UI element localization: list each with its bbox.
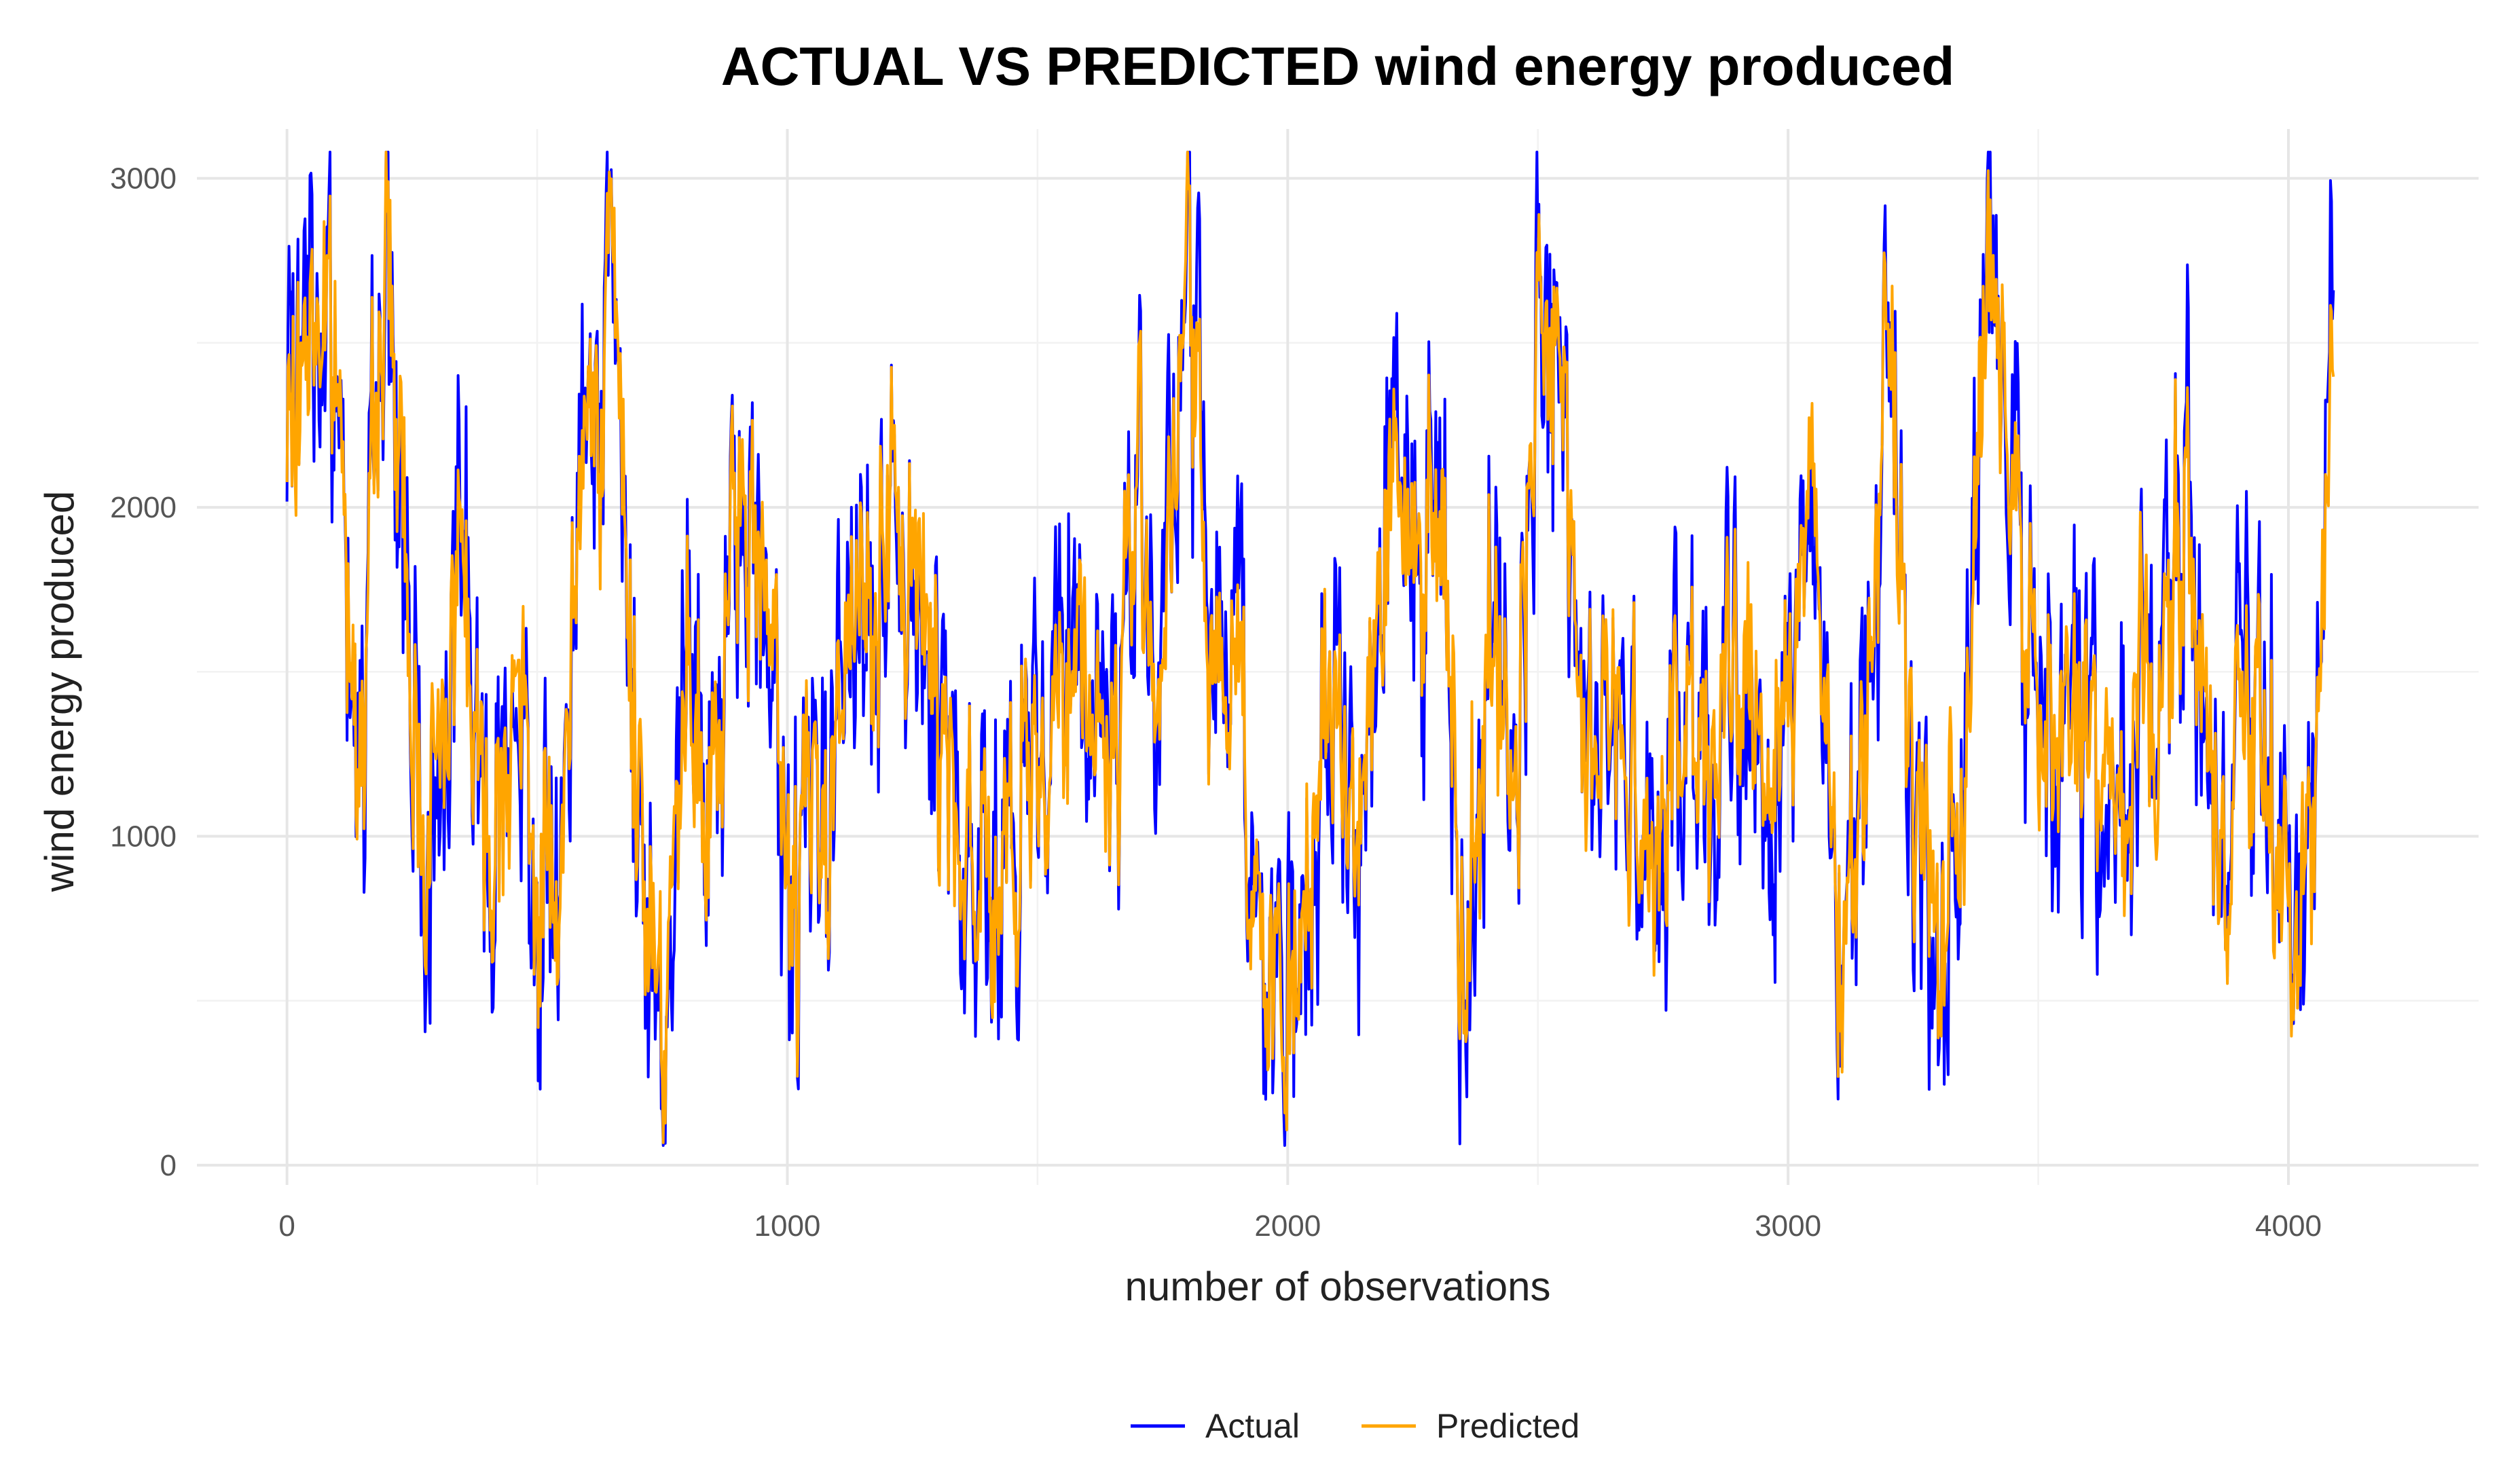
- x-tick-label: 0: [278, 1209, 295, 1243]
- chart-title: ACTUAL VS PREDICTED wind energy produced: [721, 36, 1954, 96]
- y-tick-label: 3000: [110, 162, 177, 196]
- legend-label-predicted: Predicted: [1436, 1407, 1579, 1445]
- x-tick-label: 4000: [2255, 1209, 2322, 1243]
- x-axis-ticks: 0 1000 2000 3000 4000: [278, 1209, 2322, 1243]
- y-axis-ticks: 0 1000 2000 3000: [110, 162, 177, 1182]
- legend: Actual Predicted: [1131, 1407, 1579, 1445]
- x-tick-label: 1000: [754, 1209, 821, 1243]
- legend-label-actual: Actual: [1205, 1407, 1300, 1445]
- x-tick-label: 3000: [1755, 1209, 1821, 1243]
- y-axis-title: wind energy produced: [37, 491, 82, 892]
- series-line-predicted: [285, 150, 2335, 1144]
- y-tick-label: 2000: [110, 491, 177, 524]
- y-tick-label: 1000: [110, 820, 177, 854]
- x-tick-label: 2000: [1254, 1209, 1321, 1243]
- y-tick-label: 0: [160, 1149, 177, 1182]
- series-line-actual: [285, 150, 2335, 1147]
- x-axis-title: number of observations: [1125, 1264, 1550, 1309]
- series-layer: [285, 150, 2335, 1147]
